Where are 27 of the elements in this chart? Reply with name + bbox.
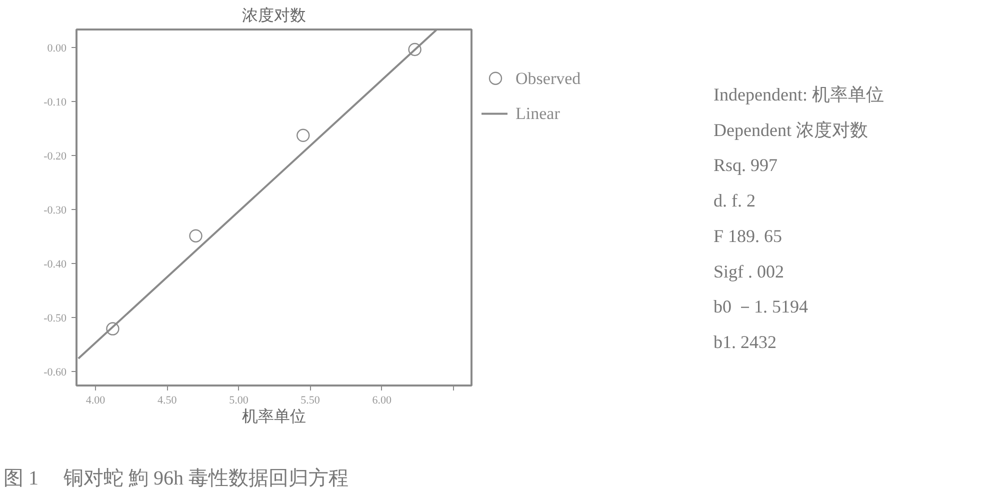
text: b1. 2432 (714, 332, 776, 352)
x-tick-label: 4.00 (86, 394, 106, 406)
y-tick-label: -0.40 (44, 258, 67, 270)
x-tick-label: 5.00 (229, 394, 249, 406)
text: d. f. 2 (714, 190, 756, 211)
legend-label: Linear (516, 104, 560, 124)
y-tick-label: -0.20 (44, 150, 67, 162)
text: Dependent 浓度对数 (714, 120, 868, 140)
y-tick-label: -0.50 (44, 312, 67, 324)
y-tick-label: 0.00 (47, 42, 67, 54)
caption: 图 1 铜对蛇 鮈 96h 毒性数据回归方程 (4, 466, 348, 490)
y-tick-label: -0.10 (44, 96, 67, 108)
point (296, 128, 310, 142)
chart-title: 浓度对数 (242, 6, 306, 24)
text: Independent: 机率单位 (714, 84, 884, 104)
y-tick-label: -0.30 (44, 204, 67, 216)
text: b0 －1. 5194 (714, 296, 808, 317)
x-tick-label: 4.50 (158, 394, 178, 406)
x-axis-title: 机率单位 (242, 408, 306, 426)
text: Rsq. 997 (714, 155, 778, 176)
legend-label: Observed (516, 68, 582, 88)
x-tick-label: 5.50 (300, 394, 320, 406)
y-tick-label: -0.60 (44, 366, 67, 378)
text: Sigf . 002 (714, 261, 784, 282)
text: F 189. 65 (714, 226, 782, 246)
x-tick-label: 6.00 (372, 394, 392, 406)
point (189, 229, 202, 242)
